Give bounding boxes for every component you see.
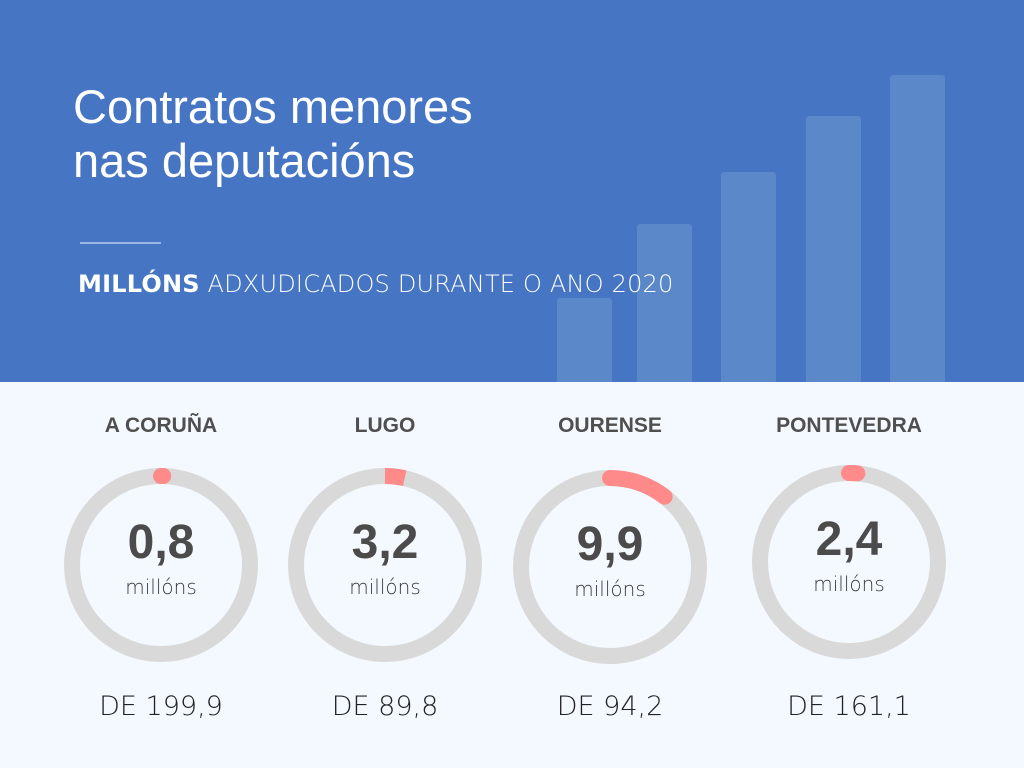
gauge-arc xyxy=(752,465,946,659)
gauge-ring xyxy=(739,452,959,672)
title-line-1: Contratos menores xyxy=(73,80,473,133)
title-line-2: nas deputacións xyxy=(73,134,416,187)
province-name: OURENSE xyxy=(558,414,662,437)
gauge-unit: millóns xyxy=(349,575,421,599)
header-banner: Contratos menores nas deputacións MILLÓN… xyxy=(0,0,1024,382)
gauge-total: DE 161,1 xyxy=(787,691,911,722)
subtitle-bold: MILLÓNS xyxy=(78,270,200,298)
gauge-unit: millóns xyxy=(574,577,646,601)
page-title: Contratos menores nas deputacións xyxy=(73,80,473,188)
decorative-bar xyxy=(806,116,861,382)
province-name: PONTEVEDRA xyxy=(776,414,922,437)
gauge-arc xyxy=(513,470,707,664)
gauge-card: PONTEVEDRA 2,4 millóns DE 161,1 xyxy=(739,400,959,722)
decorative-bar xyxy=(637,224,692,382)
gauge-value: 2,4 xyxy=(815,513,883,566)
decorative-bar xyxy=(721,172,776,382)
province-name: A CORUÑA xyxy=(104,414,218,437)
gauge-unit: millóns xyxy=(125,575,197,599)
subtitle: MILLÓNS ADXUDICADOS DURANTE O ANO 2020 xyxy=(78,270,674,298)
gauge-value: 0,8 xyxy=(127,516,195,569)
gauge-ring xyxy=(275,455,495,675)
gauge-card: OURENSE 9,9 millóns DE 94,2 xyxy=(500,400,720,722)
gauge-ring xyxy=(51,455,271,675)
gauge-arc xyxy=(288,468,482,662)
gauge-unit: millóns xyxy=(813,572,885,596)
divider xyxy=(80,242,161,244)
gauge-value: 9,9 xyxy=(576,518,644,571)
gauge-ring xyxy=(500,457,720,677)
gauge-total: DE 199,9 xyxy=(99,691,223,722)
gauge-arc xyxy=(64,468,258,662)
decorative-bar xyxy=(557,298,612,382)
subtitle-rest: ADXUDICADOS DURANTE O ANO 2020 xyxy=(199,270,674,298)
gauge-total: DE 89,8 xyxy=(331,691,439,722)
decorative-bar xyxy=(890,75,945,382)
province-name: LUGO xyxy=(354,414,416,437)
gauge-card: LUGO 3,2 millóns DE 89,8 xyxy=(275,400,495,722)
gauge-total: DE 94,2 xyxy=(556,691,664,722)
gauge-value: 3,2 xyxy=(351,516,419,569)
gauge-card: A CORUÑA 0,8 millóns DE 199,9 xyxy=(51,400,271,722)
